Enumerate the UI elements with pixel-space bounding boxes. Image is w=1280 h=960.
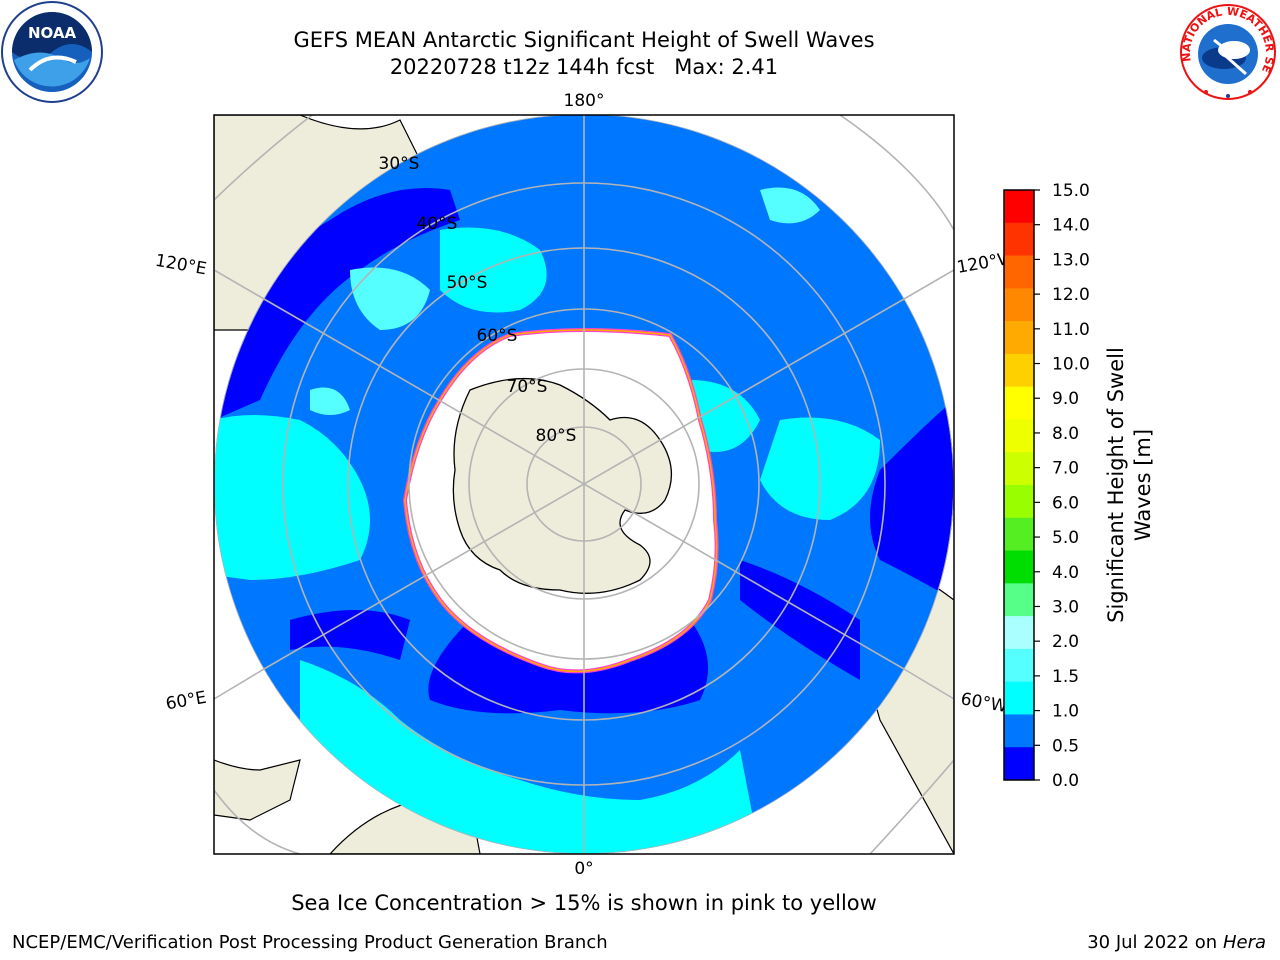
colorbar-tick-label: 10.0 bbox=[1052, 355, 1090, 375]
footer-credit: NCEP/EMC/Verification Post Processing Pr… bbox=[12, 932, 608, 953]
graticule bbox=[214, 115, 954, 854]
colorbar-label-line1: Significant Height of Swell bbox=[1104, 347, 1128, 623]
chart-subtitle: 20220728 t12z 144h fcst Max: 2.41 bbox=[389, 55, 779, 79]
sea-ice-caption: Sea Ice Concentration > 15% is shown in … bbox=[291, 891, 877, 915]
colorbar-tick-label: 6.0 bbox=[1052, 493, 1079, 513]
lat-label-60s: 60°S bbox=[477, 326, 518, 346]
colorbar-tick-label: 4.0 bbox=[1052, 563, 1079, 583]
colorbar-swatch bbox=[1004, 616, 1034, 650]
colorbar-tick-label: 12.0 bbox=[1052, 285, 1090, 305]
colorbar-swatch bbox=[1004, 386, 1034, 420]
colorbar-swatch bbox=[1004, 517, 1034, 552]
colorbar-label-line2: Waves [m] bbox=[1131, 429, 1155, 541]
lon-label-0: 0° bbox=[574, 859, 593, 879]
colorbar-tick-label: 7.0 bbox=[1052, 459, 1079, 479]
chart-title: GEFS MEAN Antarctic Significant Height o… bbox=[293, 28, 875, 52]
colorbar-tick-label: 9.0 bbox=[1052, 389, 1079, 409]
lat-label-80s: 80°S bbox=[536, 426, 577, 446]
colorbar-tick-label: 5.0 bbox=[1052, 528, 1079, 548]
lat-label-70s: 70°S bbox=[507, 377, 548, 397]
lon-label-60w: 60°W bbox=[959, 689, 1009, 717]
colorbar-swatch bbox=[1004, 255, 1034, 289]
map-area bbox=[214, 115, 954, 854]
lon-label-120e: 120°E bbox=[154, 251, 208, 280]
footer-host: Hera bbox=[1222, 932, 1266, 953]
colorbar-swatch bbox=[1004, 550, 1034, 584]
colorbar-tick-label: 14.0 bbox=[1052, 216, 1090, 236]
colorbar-swatch bbox=[1004, 288, 1034, 322]
noaa-logo: NOAA bbox=[1, 1, 103, 103]
colorbar-tick-label: 1.5 bbox=[1052, 667, 1079, 687]
colorbar-swatch bbox=[1004, 353, 1034, 388]
lon-label-60e: 60°E bbox=[164, 688, 208, 715]
colorbar-tick-label: 0.5 bbox=[1052, 736, 1079, 756]
colorbar-swatch bbox=[1004, 222, 1034, 257]
antarctica-landmass bbox=[452, 377, 673, 594]
colorbar-swatch bbox=[1004, 321, 1034, 355]
colorbar-swatch bbox=[1004, 648, 1034, 683]
colorbar-swatch bbox=[1004, 452, 1034, 486]
colorbar-tick-label: 1.0 bbox=[1052, 702, 1079, 722]
colorbar-tick-label: 2.0 bbox=[1052, 632, 1079, 652]
colorbar-swatch bbox=[1004, 485, 1034, 519]
colorbar-swatch bbox=[1004, 681, 1034, 715]
colorbar-tick-label: 11.0 bbox=[1052, 320, 1090, 340]
lat-label-50s: 50°S bbox=[447, 273, 488, 293]
colorbar-swatch bbox=[1004, 583, 1034, 617]
colorbar-tick-label: 3.0 bbox=[1052, 597, 1079, 617]
lat-label-40s: 40°S bbox=[417, 214, 458, 234]
nws-logo: NATIONAL WEATHER SERVICE bbox=[1176, 0, 1277, 101]
colorbar-tick-label: 0.0 bbox=[1052, 771, 1079, 791]
colorbar-frame bbox=[1003, 189, 1035, 781]
colorbar-swatch bbox=[1004, 714, 1034, 748]
colorbar-tick-label: 15.0 bbox=[1052, 181, 1090, 201]
noaa-logo-text: NOAA bbox=[28, 24, 77, 42]
colorbar: 15.0 14.0 13.0 12.0 11.0 10.0 9.0 8.0 7.0 6.0 5.0 4… bbox=[1003, 181, 1090, 791]
colorbar-swatch bbox=[1004, 747, 1034, 781]
footer-date: 30 Jul 2022 on Hera bbox=[1087, 932, 1266, 953]
colorbar-tick-label: 8.0 bbox=[1052, 424, 1079, 444]
colorbar-swatch bbox=[1004, 190, 1034, 224]
lat-label-30s: 30°S bbox=[379, 154, 420, 174]
higher-swell-regions bbox=[310, 187, 820, 415]
lon-label-180: 180° bbox=[564, 91, 605, 111]
footer-date-text: 30 Jul 2022 on bbox=[1087, 932, 1223, 953]
colorbar-tick-label: 13.0 bbox=[1052, 250, 1090, 270]
colorbar-swatch bbox=[1004, 419, 1034, 453]
